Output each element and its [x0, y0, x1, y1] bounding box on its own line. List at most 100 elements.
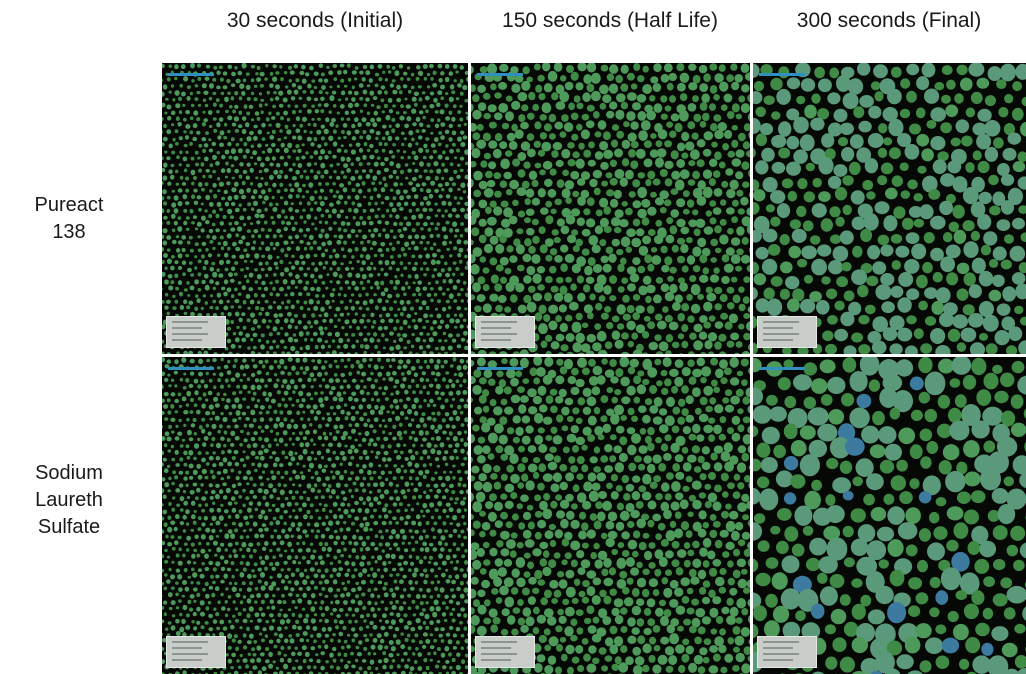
bubble	[324, 371, 328, 376]
bubble	[266, 606, 270, 610]
bubble	[280, 339, 285, 344]
bubble	[329, 292, 335, 298]
bubble	[249, 222, 254, 226]
bubble	[372, 470, 377, 475]
bubble	[362, 65, 368, 69]
bubble	[278, 437, 284, 443]
bubble	[242, 300, 247, 305]
bubble	[421, 129, 426, 133]
bubble	[418, 135, 423, 140]
bubble	[238, 203, 242, 207]
bubble	[417, 85, 422, 89]
bubble	[238, 345, 242, 349]
scale-bar	[477, 73, 523, 76]
bubble	[233, 553, 239, 559]
bubble	[294, 515, 299, 520]
bubble	[585, 218, 596, 228]
bubble	[999, 63, 1016, 82]
bubble	[235, 246, 241, 252]
bubble	[174, 273, 179, 279]
bubble	[292, 135, 297, 140]
bubble	[193, 548, 198, 553]
bubble	[168, 424, 172, 429]
bubble	[731, 124, 738, 131]
bubble	[365, 97, 370, 102]
bubble	[407, 568, 412, 572]
bubble	[422, 632, 428, 637]
bubble	[162, 136, 168, 142]
bubble	[344, 332, 349, 337]
bubble	[283, 226, 288, 232]
bubble	[369, 579, 374, 584]
bubble	[945, 104, 959, 118]
bubble	[358, 468, 364, 474]
bubble	[215, 483, 220, 488]
bubble	[346, 352, 351, 354]
bubble	[659, 207, 667, 214]
bubble	[858, 314, 870, 325]
bubble	[192, 469, 198, 475]
bubble	[466, 567, 468, 573]
bubble	[292, 390, 296, 394]
bubble	[693, 340, 703, 351]
bubble	[220, 579, 225, 584]
bubble	[391, 605, 397, 610]
bubble	[222, 626, 228, 631]
bubble	[272, 541, 277, 546]
bubble	[407, 274, 412, 279]
bubble	[163, 612, 167, 617]
bubble	[393, 300, 397, 304]
bubble	[213, 352, 218, 354]
bubble	[237, 305, 242, 309]
bubble	[370, 514, 375, 519]
bubble	[358, 572, 363, 578]
bubble	[171, 189, 175, 193]
bubble	[368, 78, 373, 83]
bubble	[332, 450, 336, 455]
bubble	[351, 318, 357, 324]
bubble	[347, 448, 353, 455]
bubble	[429, 155, 434, 160]
bubble	[434, 202, 438, 206]
bubble	[274, 96, 280, 101]
bubble	[882, 327, 898, 341]
bubble	[362, 246, 367, 252]
bubble	[577, 292, 586, 302]
bubble	[451, 207, 457, 213]
bubble	[426, 344, 431, 349]
bubble	[687, 179, 696, 186]
bubble	[263, 195, 269, 201]
bubble	[310, 451, 314, 455]
bubble	[412, 390, 416, 395]
bubble	[1011, 272, 1026, 285]
bubble	[495, 304, 503, 313]
bubble	[196, 409, 201, 415]
bubble	[482, 92, 491, 100]
bubble	[332, 396, 338, 402]
bubble	[410, 561, 415, 566]
bubble	[411, 547, 416, 552]
bubble	[400, 131, 405, 136]
bubble	[254, 253, 260, 259]
bubble	[286, 117, 291, 122]
bubble	[382, 346, 386, 350]
bubble	[576, 123, 583, 131]
bubble	[292, 509, 296, 513]
bubble	[464, 98, 468, 103]
bubble	[517, 304, 527, 314]
bubble	[329, 405, 334, 410]
bubble	[389, 404, 394, 409]
bubble	[286, 285, 291, 290]
bubble	[209, 189, 213, 193]
bubble	[441, 612, 447, 617]
bubble	[362, 154, 367, 160]
bubble	[735, 149, 745, 158]
bubble	[858, 344, 871, 354]
bubble	[424, 546, 430, 553]
bubble	[331, 117, 336, 123]
bubble	[234, 221, 239, 226]
bubble	[726, 74, 735, 82]
bubble	[309, 397, 314, 401]
bubble	[267, 188, 272, 193]
bubble	[331, 208, 337, 214]
